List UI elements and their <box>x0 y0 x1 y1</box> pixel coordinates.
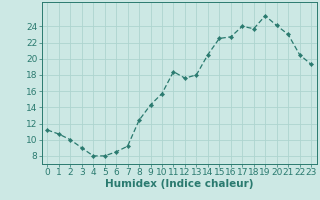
X-axis label: Humidex (Indice chaleur): Humidex (Indice chaleur) <box>105 179 253 189</box>
